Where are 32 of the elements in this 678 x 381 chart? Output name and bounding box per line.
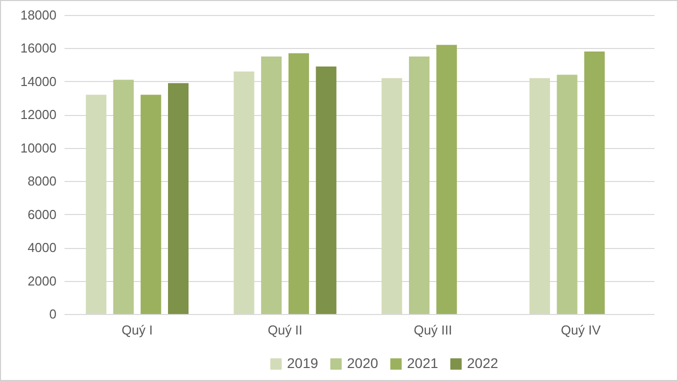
bar xyxy=(382,78,402,314)
x-tick-label: Quý II xyxy=(268,322,302,338)
y-tick-label: 10000 xyxy=(20,140,56,156)
x-tick-label: Quý I xyxy=(122,322,153,338)
bar xyxy=(584,52,605,314)
x-tick-label: Quý IV xyxy=(560,322,601,338)
y-tick-label: 14000 xyxy=(20,74,56,89)
y-tick-label: 6000 xyxy=(28,206,56,222)
y-tick-label: 18000 xyxy=(20,8,56,22)
y-tick-label: 16000 xyxy=(20,40,56,56)
y-tick-label: 4000 xyxy=(28,240,56,256)
y-tick-label: 0 xyxy=(49,306,56,322)
bar xyxy=(86,94,106,314)
legend-label: 2019 xyxy=(287,355,318,371)
y-tick-label: 12000 xyxy=(20,107,56,122)
bar xyxy=(436,44,457,314)
y-tick-label: 8000 xyxy=(28,174,56,189)
bar xyxy=(234,71,254,314)
bar xyxy=(408,56,430,314)
bar xyxy=(316,66,336,314)
bar xyxy=(261,56,282,314)
legend-label: 2020 xyxy=(347,355,378,371)
bar xyxy=(288,53,310,314)
bar xyxy=(140,94,162,314)
bar xyxy=(529,78,550,314)
legend-label: 2021 xyxy=(407,355,438,371)
x-tick-label: Quý III xyxy=(414,322,452,338)
bar xyxy=(556,74,578,314)
y-tick-label: 2000 xyxy=(28,273,56,288)
legend-label: 2022 xyxy=(467,355,498,371)
bar xyxy=(113,80,134,314)
bar xyxy=(168,83,189,314)
